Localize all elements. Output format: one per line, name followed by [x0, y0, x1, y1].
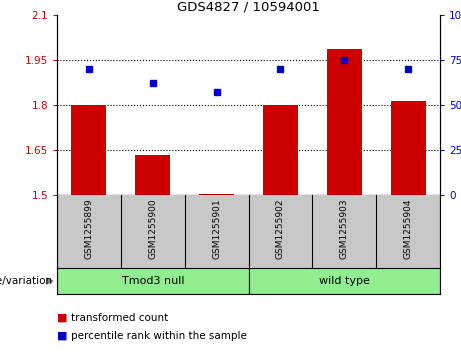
Bar — [135, 155, 170, 195]
Text: genotype/variation: genotype/variation — [0, 276, 53, 286]
Text: GSM1255902: GSM1255902 — [276, 199, 285, 259]
Bar — [57, 268, 248, 294]
Text: ■: ■ — [57, 331, 67, 341]
Text: GSM1255903: GSM1255903 — [340, 199, 349, 259]
Text: GSM1255904: GSM1255904 — [403, 199, 413, 259]
Bar — [248, 268, 440, 294]
Text: GSM1255900: GSM1255900 — [148, 199, 157, 259]
Bar — [390, 101, 426, 195]
Text: transformed count: transformed count — [71, 313, 168, 323]
Bar — [71, 105, 106, 195]
Title: GDS4827 / 10594001: GDS4827 / 10594001 — [177, 1, 320, 14]
Text: wild type: wild type — [319, 276, 370, 286]
Text: percentile rank within the sample: percentile rank within the sample — [71, 331, 247, 341]
Text: GSM1255899: GSM1255899 — [84, 199, 94, 259]
Text: GSM1255901: GSM1255901 — [212, 199, 221, 259]
Text: ■: ■ — [57, 313, 67, 323]
Text: Tmod3 null: Tmod3 null — [122, 276, 184, 286]
Bar — [263, 105, 298, 195]
Bar — [327, 49, 362, 195]
